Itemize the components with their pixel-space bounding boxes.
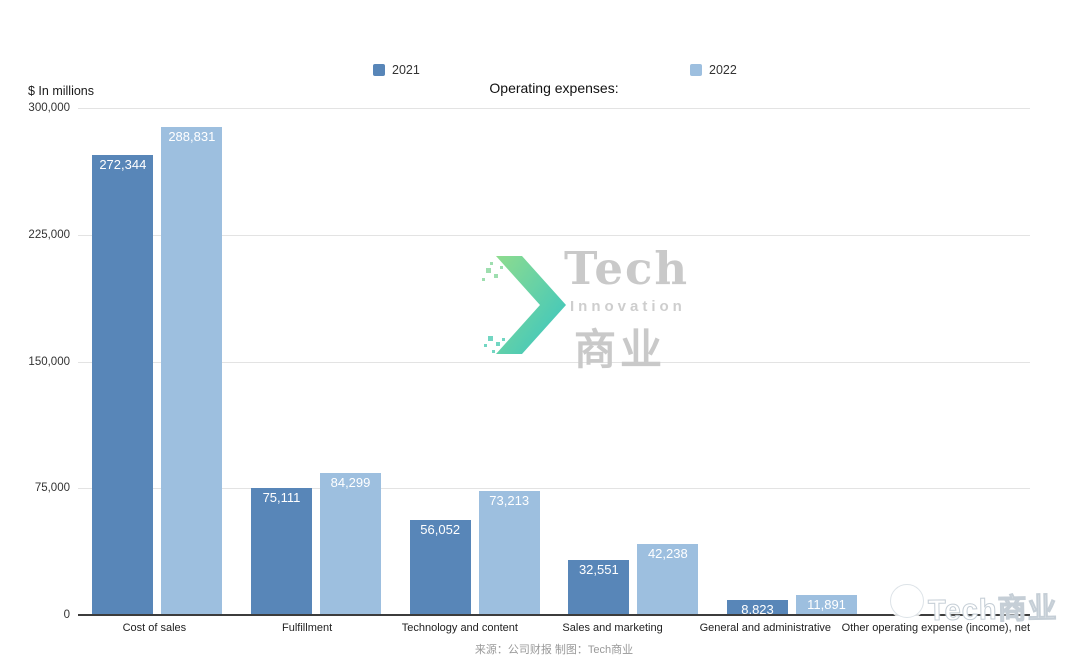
category-group: 272,344 288,831 bbox=[78, 108, 237, 615]
bar-value-label: 56,052 bbox=[420, 522, 461, 538]
bar-2022: 73,213 bbox=[478, 491, 540, 615]
bar-2021: 8,823 bbox=[727, 600, 789, 616]
bar-value-label: 42,238 bbox=[647, 545, 688, 561]
category-group: 75,111 84,299 bbox=[237, 108, 396, 615]
source-caption: 来源：公司财报 制图：Tech商业 bbox=[474, 644, 634, 656]
gridline bbox=[78, 361, 1030, 363]
legend-swatch-2021 bbox=[373, 64, 385, 76]
x-axis-category-label: General and administrative bbox=[699, 622, 832, 634]
x-axis-category-label: Fulfillment bbox=[282, 622, 333, 634]
bar-value-label: 8,823 bbox=[741, 602, 774, 618]
bar-2021: 56,052 bbox=[409, 520, 471, 615]
gridline bbox=[78, 108, 1030, 109]
gridline bbox=[78, 234, 1030, 236]
legend-item-2022: 2022 bbox=[690, 63, 737, 77]
y-tick-label: 75,000 bbox=[34, 482, 70, 495]
bars-row: 272,344 288,831 75,111 84,299 56,052 73,213 32… bbox=[78, 108, 1030, 616]
gridline bbox=[78, 488, 1030, 490]
plot-area: 272,344 288,831 75,111 84,299 56,052 73,213 32… bbox=[78, 108, 1030, 616]
bar-value-label: 75,111 bbox=[262, 490, 301, 506]
x-axis-category-label: Sales and marketing bbox=[562, 622, 663, 634]
bar-value-label: 11,891 bbox=[807, 596, 846, 612]
bar-2022: 11,891 bbox=[796, 594, 858, 615]
category-group: 56,052 73,213 bbox=[395, 108, 554, 615]
chart-title: Operating expenses: bbox=[489, 80, 619, 96]
x-axis-category-label: Technology and content bbox=[401, 622, 518, 634]
bar-2022: 288,831 bbox=[161, 126, 223, 615]
y-tick-label: 300,000 bbox=[28, 102, 70, 114]
bar-2021: 75,111 bbox=[251, 488, 312, 615]
bar-2022: 84,299 bbox=[320, 472, 381, 615]
category-group bbox=[871, 108, 1030, 615]
y-axis-units-label: $ In millions bbox=[28, 84, 94, 98]
bar-value-label: 84,299 bbox=[330, 474, 371, 490]
category-group: 32,551 42,238 bbox=[554, 108, 713, 615]
y-tick-label: 225,000 bbox=[28, 228, 70, 241]
legend-swatch-2022 bbox=[690, 64, 702, 76]
bar-value-label: 288,831 bbox=[168, 128, 216, 144]
bar-2022: 42,238 bbox=[637, 543, 699, 615]
legend-label-2022: 2022 bbox=[709, 63, 737, 77]
y-tick-label: 150,000 bbox=[28, 355, 70, 368]
bar-2021: 32,551 bbox=[568, 560, 630, 615]
x-axis-category-labels: Cost of sales Fulfillment Technology and c… bbox=[78, 622, 1030, 634]
category-group: 8,823 11,891 bbox=[713, 108, 872, 616]
y-tick-label: 0 bbox=[63, 609, 70, 621]
bar-value-label: 73,213 bbox=[489, 493, 530, 509]
bar-2021: 272,344 bbox=[92, 154, 154, 615]
legend-label-2021: 2021 bbox=[392, 63, 420, 77]
x-axis-line bbox=[78, 614, 1030, 616]
x-axis-category-label: Other operating expense (income), net bbox=[841, 622, 1030, 634]
bar-value-label: 272,344 bbox=[99, 156, 147, 172]
x-axis-category-label: Cost of sales bbox=[122, 622, 187, 634]
legend-item-2021: 2021 bbox=[373, 63, 420, 77]
bar-value-label: 32,551 bbox=[578, 562, 619, 577]
